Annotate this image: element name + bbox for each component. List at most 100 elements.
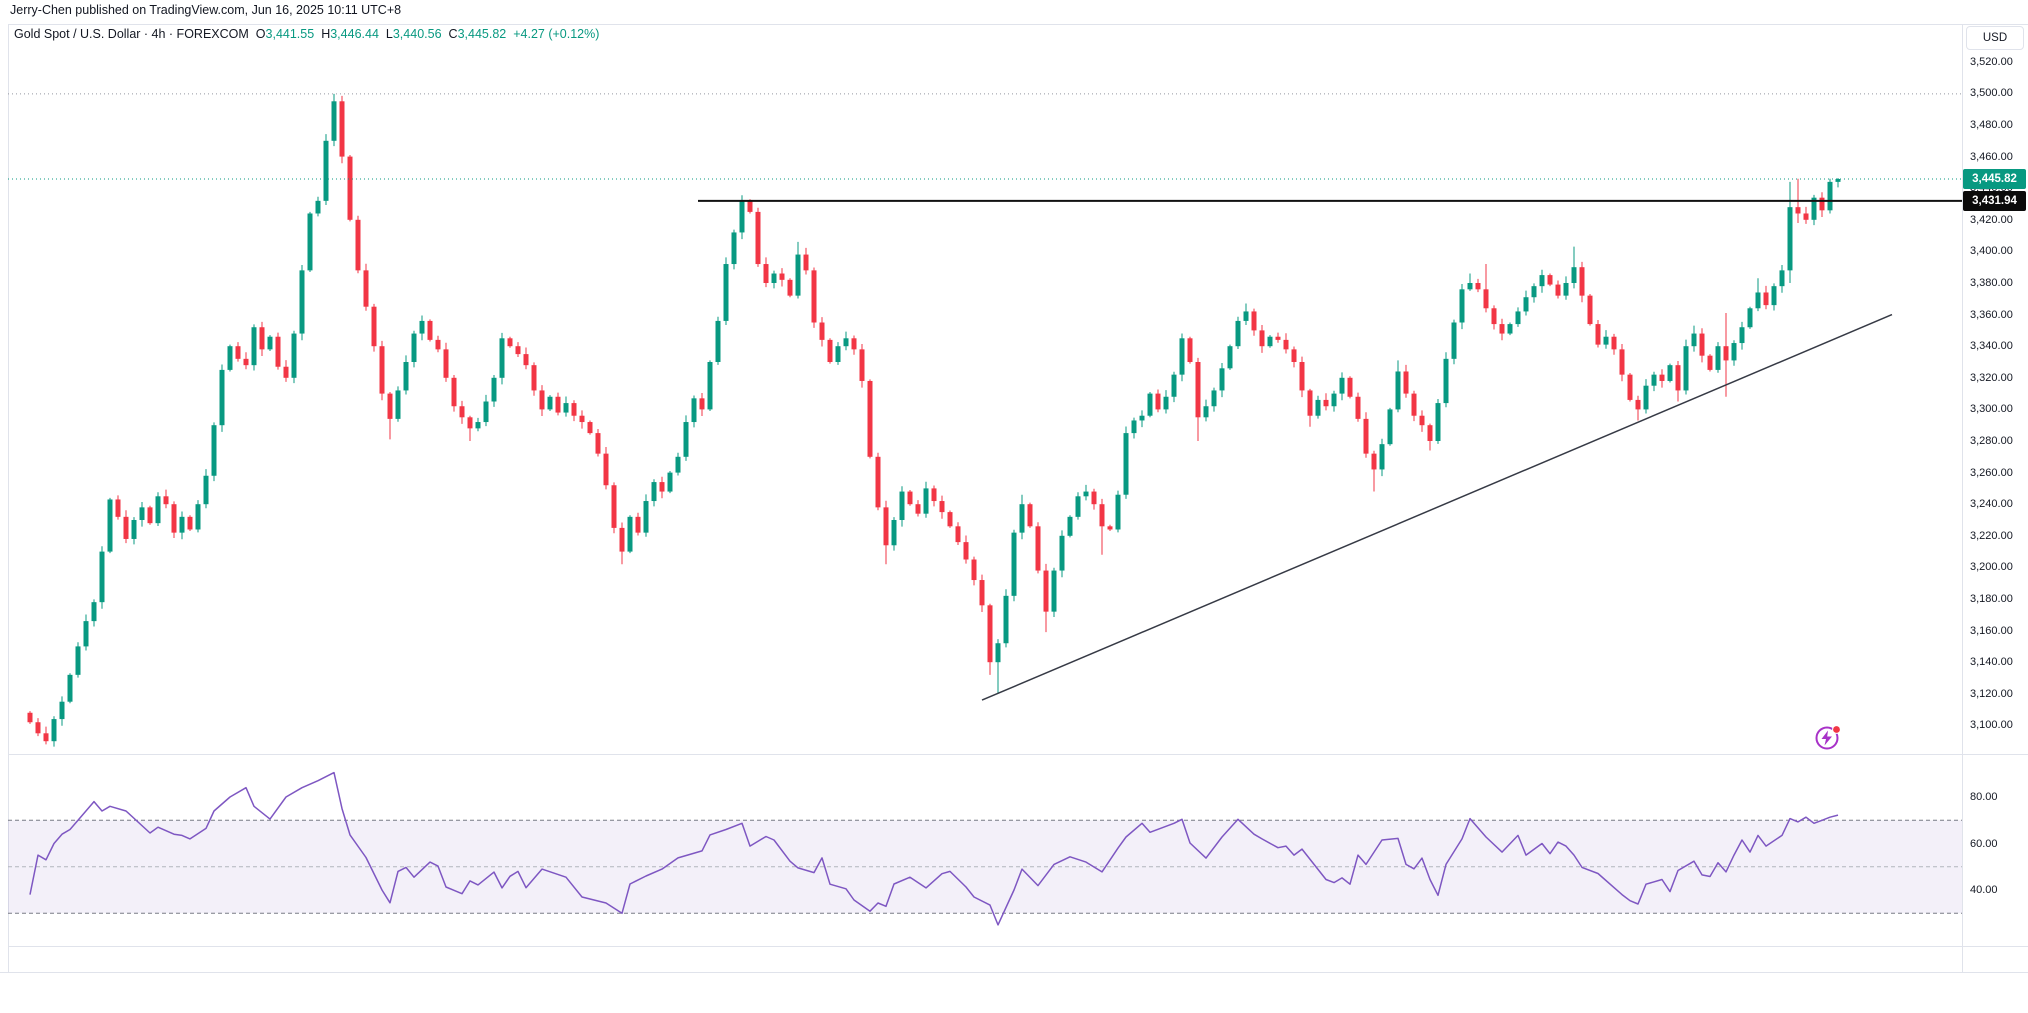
candle-down (1707, 355, 1713, 370)
candle-up (219, 369, 225, 426)
candle-down (1363, 418, 1369, 454)
price-axis-label: 3,100.00 (1970, 719, 2013, 732)
candle-down (635, 516, 641, 533)
candle-down (1427, 425, 1433, 441)
currency-unit-button[interactable]: USD (1966, 26, 2024, 50)
candle-up (547, 396, 553, 410)
candle-down (915, 504, 921, 514)
candle-up (1243, 311, 1249, 321)
candle-up (891, 520, 897, 546)
candle-down (539, 390, 545, 410)
candle-up (131, 520, 137, 539)
candle-up (419, 320, 425, 334)
candle-down (259, 327, 265, 350)
candle-down (987, 605, 993, 663)
candle-up (731, 232, 737, 265)
candle-up (1139, 415, 1145, 421)
candle-up (1387, 409, 1393, 445)
candle-up (1459, 289, 1465, 323)
candle-up (563, 403, 569, 413)
candle-down (187, 516, 193, 530)
candle-up (723, 264, 729, 321)
candlestick-series[interactable] (27, 93, 1841, 747)
candle-up (691, 398, 697, 423)
candle-down (803, 254, 809, 271)
candle-up (1003, 595, 1009, 644)
candle-up (715, 320, 721, 362)
price-axis[interactable]: 3,520.003,500.003,480.003,460.003,440.00… (1962, 24, 2028, 946)
candle-up (155, 496, 161, 524)
candle-up (139, 507, 145, 520)
candle-up (1443, 358, 1449, 404)
candle-down (811, 270, 817, 323)
price-axis-label: 3,260.00 (1970, 466, 2013, 479)
ohlc-high: H3,446.44 (321, 27, 379, 41)
candle-up (1395, 371, 1401, 410)
candle-down (1187, 338, 1193, 362)
candle-up (1787, 207, 1793, 271)
candle-up (1435, 403, 1441, 441)
pane-separator (8, 754, 2028, 755)
last-price-badge: 3,445.82 (1963, 169, 2026, 189)
candle-down (939, 501, 945, 513)
candle-up (1651, 374, 1657, 386)
price-axis-label: 3,360.00 (1970, 308, 2013, 321)
candle-up (1715, 346, 1721, 370)
candle-down (1499, 324, 1505, 334)
rsi-chart[interactable] (8, 755, 1962, 946)
price-axis-label: 3,280.00 (1970, 435, 2013, 447)
candle-down (1723, 346, 1729, 361)
candle-up (1075, 496, 1081, 517)
candle-up (1067, 516, 1073, 536)
rsi-axis-label: 40.00 (1970, 884, 1998, 896)
time-axis[interactable]: 111517222426May37913151721232729Jun46101… (0, 946, 2028, 972)
candle-up (483, 401, 489, 423)
candle-down (827, 339, 833, 362)
candle-down (379, 346, 385, 394)
candle-up (1235, 320, 1241, 347)
candle-up (1123, 433, 1129, 495)
candle-up (1563, 283, 1569, 296)
candle-down (763, 264, 769, 283)
candle-down (907, 491, 913, 505)
candle-down (171, 504, 177, 533)
candle-up (627, 516, 633, 552)
card-border-left (8, 24, 9, 972)
symbol-title[interactable]: Gold Spot / U.S. Dollar · 4h · FOREXCOM (14, 27, 249, 41)
candle-down (451, 377, 457, 407)
flash-notification-icon[interactable] (1812, 722, 1844, 754)
candle-down (1803, 213, 1809, 220)
candle-up (99, 551, 105, 603)
candle-up (83, 621, 89, 647)
candle-down (1355, 396, 1361, 419)
price-axis-label: 3,500.00 (1970, 87, 2013, 100)
candle-up (1667, 365, 1673, 381)
candle-down (1155, 393, 1161, 410)
candle-down (515, 346, 521, 355)
candle-down (1595, 324, 1601, 345)
attribution-text: Jerry-Chen published on TradingView.com,… (10, 3, 402, 17)
price-axis-label: 3,380.00 (1970, 277, 2013, 289)
candle-up (1219, 368, 1225, 391)
candle-down (579, 415, 585, 423)
candle-up (1379, 444, 1385, 470)
price-axis-label: 3,400.00 (1970, 245, 2013, 258)
candle-down (851, 338, 857, 350)
candle-up (1083, 491, 1089, 497)
hline-price-badge: 3,431.94 (1963, 190, 2026, 211)
candle-up (315, 200, 321, 214)
card-border-top (8, 24, 2028, 25)
ohlc-close: C3,445.82 (448, 27, 507, 41)
candle-down (979, 580, 985, 606)
candle-up (707, 362, 713, 410)
candle-up (91, 602, 97, 622)
trendline-drawing[interactable] (981, 313, 1893, 701)
price-chart[interactable] (8, 24, 1962, 754)
candle-up (491, 377, 497, 402)
candle-down (363, 270, 369, 307)
candle-down (659, 482, 665, 492)
candle-down (1323, 399, 1329, 407)
candle-down (235, 346, 241, 359)
candle-up (475, 422, 481, 429)
candle-down (427, 320, 433, 340)
